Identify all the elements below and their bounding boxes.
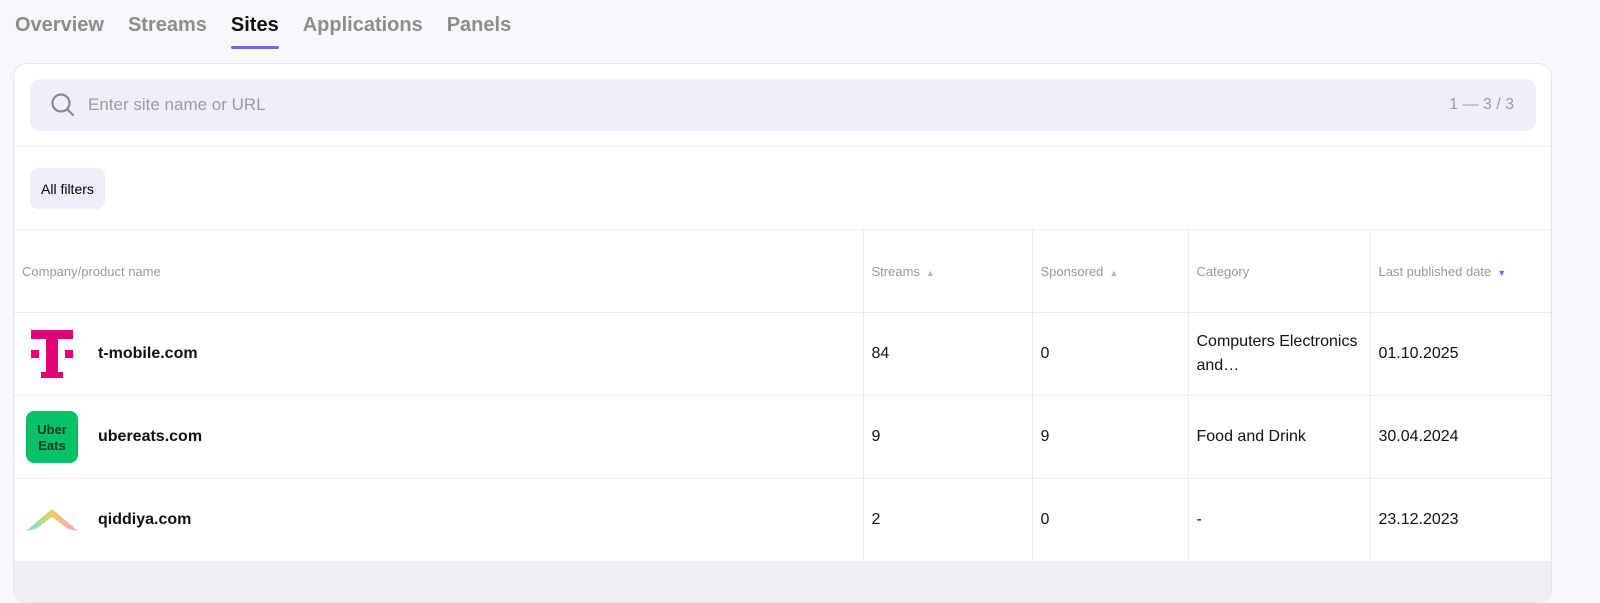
sites-table: Company/product name Streams ▲ Sponsored ▲…	[14, 229, 1551, 562]
table-row[interactable]: t-mobile.com 84 0 Computers Electronics …	[14, 312, 1551, 396]
column-label: Sponsored	[1040, 263, 1104, 279]
category-cell: Food and Drink	[1187, 395, 1370, 479]
svg-text:Uber: Uber	[37, 422, 67, 437]
table-footer	[14, 561, 1551, 602]
category-cell: Computers Electronics and…	[1187, 312, 1370, 396]
t-mobile-logo-icon	[26, 328, 78, 380]
divider	[14, 146, 1551, 147]
column-label: Category	[1196, 263, 1250, 279]
ubereats-logo-icon: Uber Eats	[26, 411, 78, 463]
date-cell: 30.04.2024	[1369, 395, 1551, 479]
site-name[interactable]: qiddiya.com	[98, 511, 192, 529]
column-header-category: Category	[1187, 229, 1370, 313]
column-header-streams[interactable]: Streams ▲	[862, 229, 1032, 313]
tab-overview[interactable]: Overview	[15, 14, 104, 36]
streams-cell: 9	[862, 395, 1032, 479]
search-input[interactable]	[88, 95, 1450, 115]
table-row[interactable]: Uber Eats ubereats.com 9 9 Food and Drink …	[14, 395, 1551, 479]
streams-cell: 2	[862, 478, 1032, 562]
category-cell: -	[1187, 478, 1370, 562]
sort-icon[interactable]: ▲	[1109, 267, 1119, 278]
sites-card: 1 — 3 / 3 All filters Company/product na…	[13, 63, 1552, 603]
sponsored-cell: 0	[1031, 478, 1188, 562]
svg-text:Eats: Eats	[38, 438, 65, 453]
sponsored-cell: 9	[1031, 395, 1188, 479]
all-filters-button[interactable]: All filters	[30, 168, 105, 209]
site-name[interactable]: t-mobile.com	[98, 345, 198, 362]
column-label: Streams	[871, 263, 920, 279]
tab-bar: Overview Streams Sites Applications Pane…	[15, 14, 512, 49]
sponsored-cell: 0	[1031, 312, 1188, 396]
column-header-name: Company/product name	[14, 229, 863, 313]
tab-applications[interactable]: Applications	[302, 14, 423, 36]
column-header-sponsored[interactable]: Sponsored ▲	[1031, 229, 1188, 313]
qiddiya-logo-icon	[26, 494, 78, 546]
column-header-date[interactable]: Last published date ▼	[1369, 229, 1551, 313]
sort-desc-icon[interactable]: ▼	[1497, 267, 1507, 278]
tab-streams[interactable]: Streams	[127, 14, 207, 36]
result-count: 1 — 3 / 3	[1449, 96, 1514, 113]
sort-icon[interactable]: ▲	[925, 267, 935, 278]
tab-sites[interactable]: Sites	[230, 14, 279, 49]
site-name[interactable]: ubereats.com	[98, 428, 203, 445]
column-label: Last published date	[1378, 263, 1492, 279]
tab-panels[interactable]: Panels	[446, 14, 512, 36]
streams-cell: 84	[862, 312, 1032, 396]
search-icon	[51, 93, 75, 117]
date-cell: 23.12.2023	[1369, 478, 1551, 562]
table-row[interactable]: qiddiya.com 2 0 - 23.12.2023	[14, 478, 1551, 562]
date-cell: 01.10.2025	[1369, 312, 1551, 396]
search-bar: 1 — 3 / 3	[30, 79, 1536, 131]
column-label: Company/product name	[22, 263, 161, 279]
table-header: Company/product name Streams ▲ Sponsored ▲…	[14, 229, 1551, 313]
